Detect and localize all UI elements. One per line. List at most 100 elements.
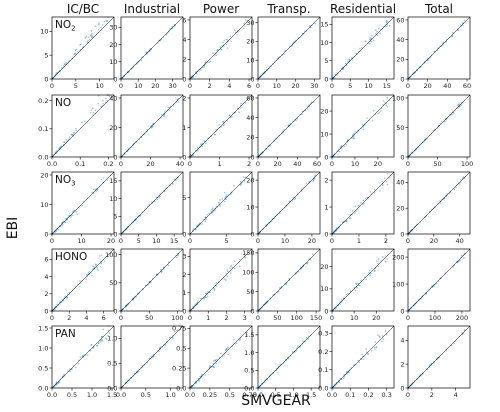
data-point [106,179,109,181]
data-point [445,195,448,198]
one-to-one-line [331,325,395,389]
x-tick-label: 30 [310,82,318,90]
data-point [431,208,434,211]
y-tick-label: 0.75 [172,325,186,333]
data-point [105,20,107,22]
data-point [64,63,66,66]
x-tick-label: 0 [188,314,192,322]
x-tick-label: 0 [188,82,192,90]
scatter-points [331,172,390,235]
data-point [79,282,81,285]
scatter-panel: 0 5 0 5 [182,171,253,245]
x-tick-label: 0 [119,314,123,322]
panel-frame [257,325,321,389]
x-tick-label: 20 [372,314,380,322]
y-tick-label: 0 [324,153,328,161]
data-point [385,104,387,107]
scatter-points [331,19,391,80]
y-tick-label: 0 [324,230,328,238]
y-axis-title: EBI [5,217,21,240]
data-point [233,184,235,187]
data-point [440,120,443,123]
data-point [240,102,242,105]
data-point [227,353,229,356]
one-to-one-line [331,16,395,80]
x-tick-label: 0.5 [67,391,77,399]
data-point [63,373,65,375]
data-point [351,210,354,212]
data-point [246,331,248,334]
data-point [75,129,78,132]
data-point [216,358,218,361]
data-point [239,107,242,109]
data-point [375,30,378,33]
data-point [89,112,92,114]
x-tick-label: 100 [171,314,183,322]
x-tick-label: 10 [134,82,142,90]
x-tick-label: 0 [188,160,192,168]
y-tick-label: 40 [246,114,254,122]
one-to-one-line [120,248,184,312]
data-point [86,41,89,44]
x-tick-label: 5 [137,237,141,245]
data-point [194,381,197,384]
data-point [90,29,93,32]
data-point [92,111,95,114]
data-point [349,217,351,220]
data-point [200,143,202,145]
y-tick-label: 0.25 [172,364,186,372]
data-point [243,22,246,25]
x-tick-label: 10 [273,82,281,90]
x-tick-label: 40 [456,237,464,245]
y-tick-label: 5 [113,213,117,221]
data-point [347,138,349,141]
data-point [441,44,444,47]
data-point [225,349,227,352]
x-tick-label: 0 [406,82,410,90]
data-point [206,214,208,216]
data-point [227,270,229,273]
x-tick-label: 1.0 [87,391,97,399]
data-point [266,378,268,381]
data-point [107,334,109,337]
data-point [214,359,217,362]
data-point [377,112,379,115]
data-point [276,291,278,294]
data-point [386,106,388,108]
data-point [441,198,443,201]
y-tick-label: 0.5 [176,345,186,353]
data-point [292,196,295,199]
y-tick-label: 0 [324,75,328,83]
data-point [65,63,68,66]
x-tick-label: 20 [430,237,438,245]
data-point [193,384,195,387]
data-point [356,131,358,134]
data-point [349,213,352,216]
y-tick-label: 20 [246,176,254,184]
x-tick-label: 40 [443,82,451,90]
one-to-one-line [331,248,395,312]
data-point [415,224,418,227]
data-point [100,336,103,338]
data-point [348,58,350,60]
data-point [287,357,290,360]
y-tick-label: 100 [392,94,404,102]
data-point [365,278,367,281]
data-point [167,264,170,267]
x-tick-label: 20 [308,237,316,245]
data-point [98,342,100,344]
y-tick-label: 10 [40,201,48,209]
data-point [214,209,216,211]
data-point [360,279,362,282]
data-point [85,35,88,38]
panel-frame [407,325,471,389]
data-point [70,216,72,219]
data-point [310,101,313,103]
data-point [99,255,101,257]
y-tick-label: 0 [44,75,48,83]
data-point [90,343,93,346]
panel-frame [257,248,321,312]
x-tick-label: 15 [383,82,391,90]
